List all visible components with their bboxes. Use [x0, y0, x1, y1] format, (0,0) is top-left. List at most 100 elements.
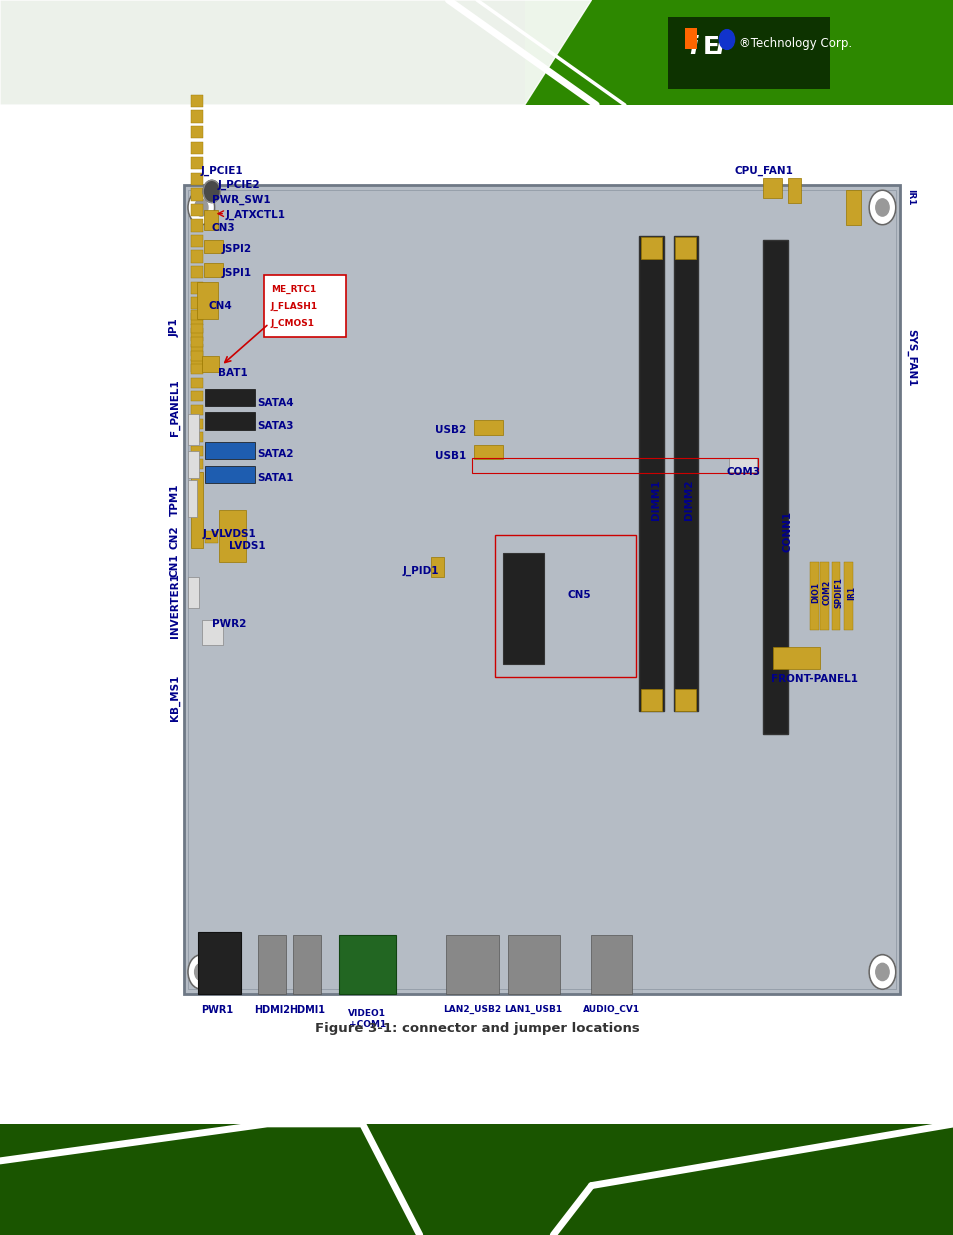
FancyBboxPatch shape	[675, 689, 696, 711]
Text: ®Technology Corp.: ®Technology Corp.	[739, 37, 852, 49]
FancyBboxPatch shape	[198, 932, 241, 994]
FancyBboxPatch shape	[787, 178, 801, 203]
Text: SPDIF1: SPDIF1	[833, 578, 842, 608]
Text: JSPI2: JSPI2	[221, 245, 252, 254]
FancyBboxPatch shape	[184, 185, 899, 994]
FancyBboxPatch shape	[191, 110, 203, 122]
Text: J_VLVDS1: J_VLVDS1	[202, 529, 255, 538]
FancyBboxPatch shape	[191, 351, 203, 361]
Text: COM2: COM2	[821, 580, 831, 605]
FancyBboxPatch shape	[640, 237, 661, 259]
FancyBboxPatch shape	[191, 432, 203, 442]
Text: i: i	[715, 36, 723, 59]
Text: SATA1: SATA1	[257, 473, 294, 483]
Text: IR1: IR1	[846, 585, 856, 600]
Text: CN2: CN2	[170, 525, 179, 550]
Text: PWR2: PWR2	[212, 619, 246, 629]
FancyBboxPatch shape	[684, 28, 697, 49]
FancyBboxPatch shape	[205, 389, 254, 406]
FancyBboxPatch shape	[191, 391, 203, 401]
FancyBboxPatch shape	[524, 0, 953, 105]
FancyBboxPatch shape	[205, 412, 254, 430]
FancyBboxPatch shape	[667, 17, 829, 89]
Text: J_PCIE1: J_PCIE1	[200, 165, 243, 175]
Text: CN4: CN4	[209, 301, 233, 311]
FancyBboxPatch shape	[191, 364, 203, 374]
FancyBboxPatch shape	[446, 935, 498, 994]
Text: ME_RTC1: ME_RTC1	[271, 284, 315, 294]
Circle shape	[188, 955, 214, 989]
FancyBboxPatch shape	[0, 105, 953, 1124]
Circle shape	[194, 199, 208, 216]
Text: TPM1: TPM1	[170, 484, 179, 516]
FancyBboxPatch shape	[431, 557, 443, 577]
FancyBboxPatch shape	[257, 935, 286, 994]
Circle shape	[868, 190, 895, 225]
Circle shape	[203, 180, 220, 203]
FancyBboxPatch shape	[205, 531, 217, 543]
Text: AUDIO_CV1: AUDIO_CV1	[582, 1005, 639, 1014]
Text: LVDS1: LVDS1	[229, 541, 265, 551]
FancyBboxPatch shape	[191, 251, 203, 263]
FancyBboxPatch shape	[205, 442, 254, 459]
Text: J_CMOS1: J_CMOS1	[271, 319, 314, 329]
FancyBboxPatch shape	[191, 472, 203, 548]
Text: DIMM1: DIMM1	[651, 480, 660, 520]
FancyBboxPatch shape	[219, 510, 246, 562]
Circle shape	[868, 955, 895, 989]
FancyBboxPatch shape	[762, 240, 787, 734]
FancyBboxPatch shape	[191, 235, 203, 247]
Text: J_PCIE2: J_PCIE2	[217, 180, 260, 190]
FancyBboxPatch shape	[264, 275, 346, 337]
FancyBboxPatch shape	[202, 356, 219, 372]
FancyBboxPatch shape	[502, 553, 543, 664]
Text: HDMI2: HDMI2	[253, 1005, 290, 1015]
Text: INVERTER1: INVERTER1	[170, 573, 179, 637]
Text: SATA4: SATA4	[257, 398, 294, 408]
Text: SYS_FAN1: SYS_FAN1	[905, 330, 915, 387]
Text: J_PID1: J_PID1	[402, 566, 438, 576]
FancyBboxPatch shape	[191, 337, 203, 347]
Circle shape	[194, 963, 208, 981]
FancyBboxPatch shape	[188, 451, 199, 478]
FancyBboxPatch shape	[191, 378, 203, 388]
Text: SATA2: SATA2	[257, 450, 294, 459]
Text: LAN2_USB2: LAN2_USB2	[443, 1005, 500, 1014]
Text: J_FLASH1: J_FLASH1	[271, 301, 317, 311]
FancyBboxPatch shape	[507, 935, 559, 994]
FancyBboxPatch shape	[191, 157, 203, 169]
FancyBboxPatch shape	[191, 446, 203, 456]
Text: CN3: CN3	[212, 224, 235, 233]
FancyBboxPatch shape	[640, 689, 661, 711]
FancyBboxPatch shape	[673, 236, 698, 711]
FancyBboxPatch shape	[0, 1124, 953, 1235]
FancyBboxPatch shape	[197, 282, 218, 319]
Text: i: i	[688, 36, 697, 59]
Circle shape	[875, 199, 888, 216]
Text: J_ATXCTL1: J_ATXCTL1	[225, 210, 285, 220]
Text: USB2: USB2	[435, 425, 466, 435]
Text: CN1: CN1	[170, 553, 179, 578]
FancyBboxPatch shape	[191, 310, 203, 320]
Circle shape	[875, 963, 888, 981]
FancyBboxPatch shape	[188, 480, 197, 517]
FancyBboxPatch shape	[191, 142, 203, 154]
Text: CONN1: CONN1	[781, 510, 791, 552]
Text: F_PANEL1: F_PANEL1	[170, 379, 179, 436]
Text: E: E	[702, 36, 720, 59]
FancyBboxPatch shape	[474, 445, 502, 459]
Text: DIO1: DIO1	[810, 582, 820, 604]
Text: IR1: IR1	[905, 189, 915, 206]
FancyBboxPatch shape	[820, 562, 828, 630]
Text: USB1: USB1	[435, 451, 466, 461]
FancyBboxPatch shape	[809, 562, 818, 630]
Text: Figure 3-1: connector and jumper locations: Figure 3-1: connector and jumper locatio…	[314, 1023, 639, 1035]
FancyBboxPatch shape	[845, 190, 861, 225]
FancyBboxPatch shape	[191, 343, 203, 356]
Text: KB_MS1: KB_MS1	[170, 674, 179, 721]
FancyBboxPatch shape	[204, 240, 223, 253]
Circle shape	[188, 190, 214, 225]
FancyBboxPatch shape	[772, 647, 820, 669]
FancyBboxPatch shape	[191, 359, 203, 372]
FancyBboxPatch shape	[191, 298, 203, 310]
